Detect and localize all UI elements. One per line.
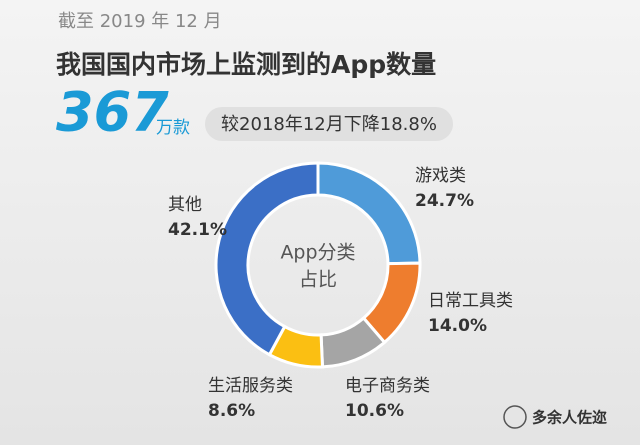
category-label: 游戏类 (415, 166, 466, 186)
source: 多余人佐迩 (532, 409, 607, 427)
category-label: 其他 (168, 195, 202, 215)
title: 我国国内市场上监测到的App数量 (56, 50, 436, 79)
value-label: 8.6% (208, 401, 255, 421)
change-text: 较2018年12月下降18.8% (221, 114, 437, 135)
value-label: 42.1% (168, 220, 227, 240)
value-label: 14.0% (428, 316, 487, 336)
stat-unit: 万款 (156, 118, 190, 138)
value-label: 24.7% (415, 191, 474, 211)
category-label: 电子商务类 (345, 376, 430, 396)
category-label: 日常工具类 (428, 291, 513, 311)
stat-number: 367 (56, 81, 169, 144)
source-watermark: 多余人佐迩 (503, 405, 607, 429)
date-note: 截至 2019 年 12 月 (58, 11, 222, 32)
change-badge (205, 107, 453, 141)
center-label: 占比 (299, 269, 337, 291)
center-label: App分类 (280, 242, 355, 264)
category-label: 生活服务类 (208, 376, 293, 396)
donut-segment (214, 161, 320, 357)
value-label: 10.6% (345, 401, 404, 421)
